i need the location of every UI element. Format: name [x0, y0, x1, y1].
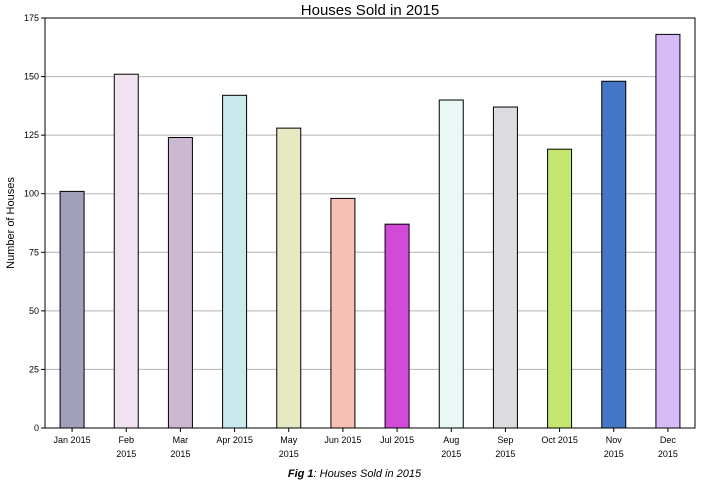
y-tick-label: 25 — [29, 364, 39, 374]
x-tick-label: Mar — [173, 435, 189, 445]
x-tick-label: Oct 2015 — [541, 435, 578, 445]
x-tick-label: Sep — [497, 435, 513, 445]
x-tick-label: 2015 — [441, 449, 461, 459]
bar — [167, 136, 193, 429]
x-tick-label: 2015 — [658, 449, 678, 459]
x-tick-label: Jan 2015 — [54, 435, 91, 445]
x-tick-label: Dec — [660, 435, 677, 445]
x-tick-label: Aug — [443, 435, 459, 445]
bar — [601, 80, 627, 429]
x-tick-label: 2015 — [279, 449, 299, 459]
bar — [222, 94, 248, 429]
y-tick-label: 0 — [34, 423, 39, 433]
y-axis-label: Number of Houses — [5, 177, 17, 269]
y-tick-label: 125 — [24, 130, 39, 140]
caption-text: : Houses Sold in 2015 — [313, 468, 422, 480]
x-tick-label: May — [280, 435, 298, 445]
y-tick-label: 100 — [24, 189, 39, 199]
x-tick-label: 2015 — [604, 449, 624, 459]
bar — [655, 33, 681, 429]
bar — [113, 73, 139, 429]
x-tick-label: 2015 — [495, 449, 515, 459]
x-tick-label: Jul 2015 — [380, 435, 414, 445]
bar — [547, 148, 573, 429]
bar — [276, 127, 302, 429]
caption-label: Fig 1 — [287, 468, 314, 480]
x-tick-label: Jun 2015 — [324, 435, 361, 445]
y-tick-label: 75 — [29, 247, 39, 257]
chart-title: Houses Sold in 2015 — [301, 2, 439, 19]
bar — [492, 106, 518, 429]
bar — [438, 99, 464, 429]
y-tick-label: 150 — [24, 72, 39, 82]
figure-caption: Fig 1: Houses Sold in 2015 — [0, 468, 709, 480]
y-tick-label: 175 — [24, 13, 39, 23]
bar — [330, 197, 356, 429]
plot-frame — [44, 17, 696, 429]
x-tick-label: Nov — [606, 435, 623, 445]
bar — [59, 190, 85, 429]
x-tick-label: Apr 2015 — [216, 435, 253, 445]
x-tick-label: 2015 — [170, 449, 190, 459]
bar — [384, 223, 410, 429]
y-tick-label: 50 — [29, 306, 39, 316]
x-tick-label: 2015 — [116, 449, 136, 459]
x-tick-label: Feb — [118, 435, 134, 445]
